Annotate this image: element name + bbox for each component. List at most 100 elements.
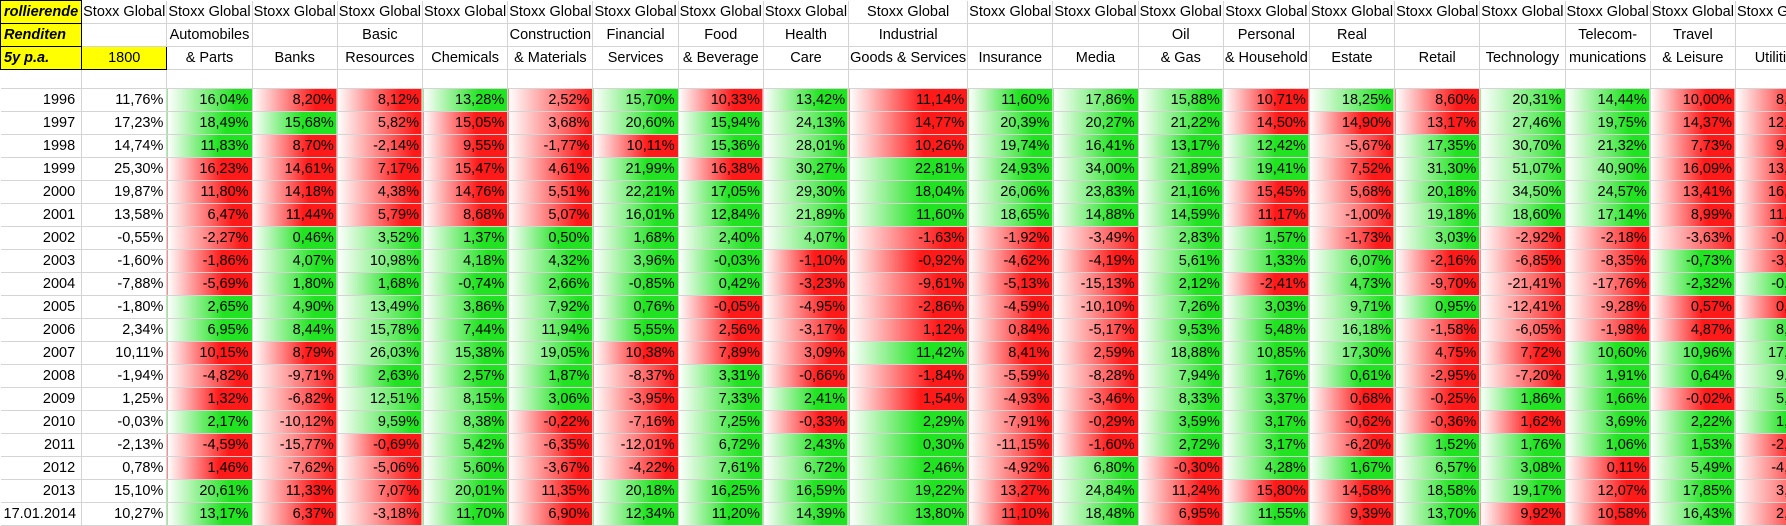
sector-return-cell[interactable]: 1,06%	[1565, 433, 1651, 457]
sector-return-cell[interactable]: 5,79%	[337, 203, 424, 227]
sector-return-cell[interactable]: 8,25%	[1735, 318, 1786, 342]
sector-return-cell[interactable]: 6,90%	[507, 502, 594, 526]
sector-return-cell[interactable]: 19,22%	[848, 479, 969, 503]
sector-return-cell[interactable]: -1,84%	[848, 364, 969, 388]
sector-return-cell[interactable]: -5,06%	[337, 456, 424, 480]
sector-return-cell[interactable]: 17,35%	[1394, 134, 1481, 158]
header-sector-line2[interactable]: Media	[1052, 46, 1139, 70]
sector-return-cell[interactable]: 1,66%	[1565, 387, 1651, 411]
header-sector-line2[interactable]: Services	[592, 46, 679, 70]
sector-return-cell[interactable]: 15,47%	[422, 157, 509, 181]
sector-return-cell[interactable]: 5,60%	[422, 456, 509, 480]
header-base-line2[interactable]	[81, 23, 168, 47]
empty-cell[interactable]	[1479, 69, 1566, 89]
sector-return-cell[interactable]: 8,44%	[252, 318, 338, 342]
sector-return-cell[interactable]: 15,70%	[592, 88, 679, 112]
sector-return-cell[interactable]: 10,96%	[1650, 341, 1736, 365]
sector-return-cell[interactable]: 15,68%	[252, 111, 338, 135]
sector-return-cell[interactable]: 1,52%	[1394, 433, 1481, 457]
sector-return-cell[interactable]: -6,82%	[252, 387, 338, 411]
sector-return-cell[interactable]: 51,07%	[1479, 157, 1566, 181]
header-sector-index[interactable]: Stoxx Global	[967, 0, 1054, 24]
sector-return-cell[interactable]: 3,52%	[337, 226, 424, 250]
sector-return-cell[interactable]: -1,58%	[1394, 318, 1481, 342]
sector-return-cell[interactable]: 0,76%	[592, 295, 679, 319]
sector-return-cell[interactable]: -5,17%	[1052, 318, 1139, 342]
sector-return-cell[interactable]: 3,09%	[763, 341, 850, 365]
sector-return-cell[interactable]: 10,98%	[337, 249, 424, 273]
base-return-cell[interactable]: 19,87%	[81, 180, 168, 204]
sector-return-cell[interactable]: -4,92%	[967, 456, 1054, 480]
empty-cell[interactable]	[848, 69, 969, 89]
sector-return-cell[interactable]: 6,72%	[763, 456, 850, 480]
sector-return-cell[interactable]: 9,39%	[1309, 502, 1396, 526]
sector-return-cell[interactable]: 4,61%	[507, 157, 594, 181]
empty-cell[interactable]	[1138, 69, 1224, 89]
row-year-label[interactable]: 1997	[0, 111, 83, 135]
base-return-cell[interactable]: -1,60%	[81, 249, 168, 273]
base-return-cell[interactable]: -7,88%	[81, 272, 168, 296]
sector-return-cell[interactable]: 14,77%	[848, 111, 969, 135]
sector-return-cell[interactable]: 1,33%	[1223, 249, 1310, 273]
row-year-label[interactable]: 2011	[0, 433, 83, 457]
header-sector-line2[interactable]: & Beverage	[678, 46, 764, 70]
empty-cell[interactable]	[166, 69, 253, 89]
sector-return-cell[interactable]: 13,49%	[337, 295, 424, 319]
base-return-cell[interactable]: -0,03%	[81, 410, 168, 434]
sector-return-cell[interactable]: 8,70%	[252, 134, 338, 158]
sector-return-cell[interactable]: 0,84%	[967, 318, 1054, 342]
header-sector-line2[interactable]: Goods & Services	[848, 46, 969, 70]
base-return-cell[interactable]: 1,25%	[81, 387, 168, 411]
base-return-cell[interactable]: 17,23%	[81, 111, 168, 135]
sector-return-cell[interactable]: 8,60%	[1394, 88, 1481, 112]
sector-return-cell[interactable]: 11,33%	[252, 479, 338, 503]
header-sector-index[interactable]: Stoxx Global	[507, 0, 594, 24]
sector-return-cell[interactable]: 4,07%	[252, 249, 338, 273]
empty-cell[interactable]	[252, 69, 338, 89]
sector-return-cell[interactable]: 14,76%	[422, 180, 509, 204]
sector-return-cell[interactable]: -0,92%	[848, 249, 969, 273]
header-sector-line1[interactable]: Automobiles	[166, 23, 253, 47]
sector-return-cell[interactable]: 17,14%	[1565, 203, 1651, 227]
sector-return-cell[interactable]: 11,70%	[422, 502, 509, 526]
sheet-title-3[interactable]: 5y p.a.	[0, 46, 83, 70]
header-sector-index[interactable]: Stoxx Global	[422, 0, 509, 24]
sector-return-cell[interactable]: -15,77%	[252, 433, 338, 457]
sector-return-cell[interactable]: 11,44%	[252, 203, 338, 227]
sector-return-cell[interactable]: 15,88%	[1138, 88, 1224, 112]
sector-return-cell[interactable]: -12,41%	[1479, 295, 1566, 319]
sector-return-cell[interactable]: -1,86%	[166, 249, 253, 273]
sector-return-cell[interactable]: -7,16%	[592, 410, 679, 434]
sector-return-cell[interactable]: 24,93%	[967, 157, 1054, 181]
header-sector-line1[interactable]	[1479, 23, 1566, 47]
row-year-label[interactable]: 2007	[0, 341, 83, 365]
header-sector-line1[interactable]: Construction	[507, 23, 594, 47]
sector-return-cell[interactable]: -7,91%	[967, 410, 1054, 434]
sector-return-cell[interactable]: 2,41%	[763, 387, 850, 411]
sector-return-cell[interactable]: 2,94%	[1735, 502, 1786, 526]
empty-cell[interactable]	[507, 69, 594, 89]
sector-return-cell[interactable]: -5,59%	[967, 364, 1054, 388]
sector-return-cell[interactable]: 13,41%	[1650, 180, 1736, 204]
sector-return-cell[interactable]: 31,30%	[1394, 157, 1481, 181]
sector-return-cell[interactable]: 4,87%	[1650, 318, 1736, 342]
sector-return-cell[interactable]: 5,49%	[1650, 456, 1736, 480]
header-sector-line1[interactable]: Basic	[337, 23, 424, 47]
sector-return-cell[interactable]: 0,64%	[1650, 364, 1736, 388]
sector-return-cell[interactable]: -0,85%	[592, 272, 679, 296]
sector-return-cell[interactable]: -3,63%	[1650, 226, 1736, 250]
sector-return-cell[interactable]: 1,86%	[1479, 387, 1566, 411]
sector-return-cell[interactable]: 20,31%	[1479, 88, 1566, 112]
sector-return-cell[interactable]: 6,37%	[252, 502, 338, 526]
sector-return-cell[interactable]: 3,31%	[678, 364, 764, 388]
empty-cell[interactable]	[1309, 69, 1396, 89]
sector-return-cell[interactable]: 19,17%	[1479, 479, 1566, 503]
header-sector-line2[interactable]: & Leisure	[1650, 46, 1736, 70]
sector-return-cell[interactable]: 4,75%	[1394, 341, 1481, 365]
sector-return-cell[interactable]: -4,93%	[967, 387, 1054, 411]
sheet-title-1[interactable]: rollierende	[0, 0, 83, 24]
row-year-label[interactable]: 2012	[0, 456, 83, 480]
sector-return-cell[interactable]: 5,61%	[1138, 249, 1224, 273]
sector-return-cell[interactable]: 11,10%	[967, 502, 1054, 526]
sector-return-cell[interactable]: 16,04%	[166, 88, 253, 112]
